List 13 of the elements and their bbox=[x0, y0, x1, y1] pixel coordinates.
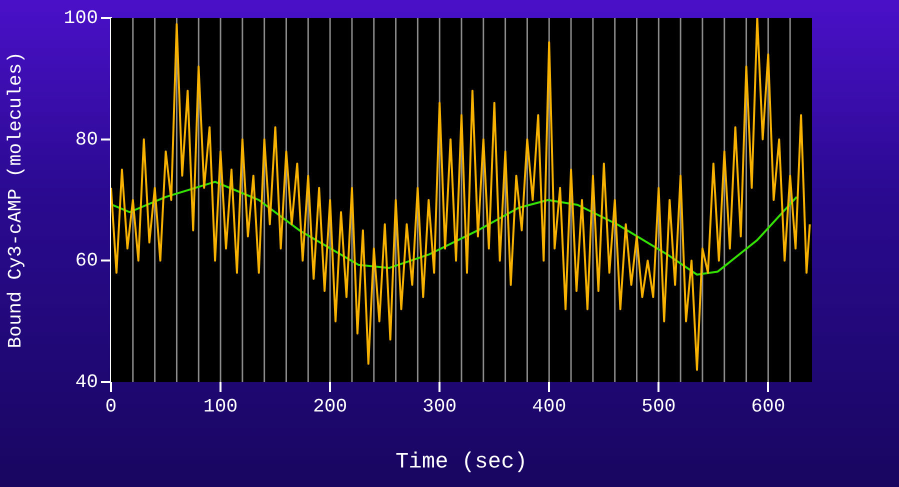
y-axis-title: Bound Cy3-cAMP (molecules) bbox=[4, 52, 26, 348]
x-tick-label: 0 bbox=[105, 395, 117, 418]
x-tick-label: 600 bbox=[751, 395, 786, 418]
y-tick-label: 80 bbox=[75, 128, 98, 150]
x-tick-label: 500 bbox=[642, 395, 676, 418]
x-tick-label: 400 bbox=[532, 395, 566, 418]
y-tick-label: 100 bbox=[64, 7, 98, 30]
x-tick-label: 100 bbox=[203, 395, 238, 418]
x-tick-label: 200 bbox=[312, 395, 348, 418]
x-tick-label: 300 bbox=[422, 395, 457, 418]
y-tick-label: 40 bbox=[75, 371, 98, 394]
y-tick-label: 60 bbox=[75, 250, 98, 272]
x-axis-title: Time (sec) bbox=[395, 450, 528, 475]
